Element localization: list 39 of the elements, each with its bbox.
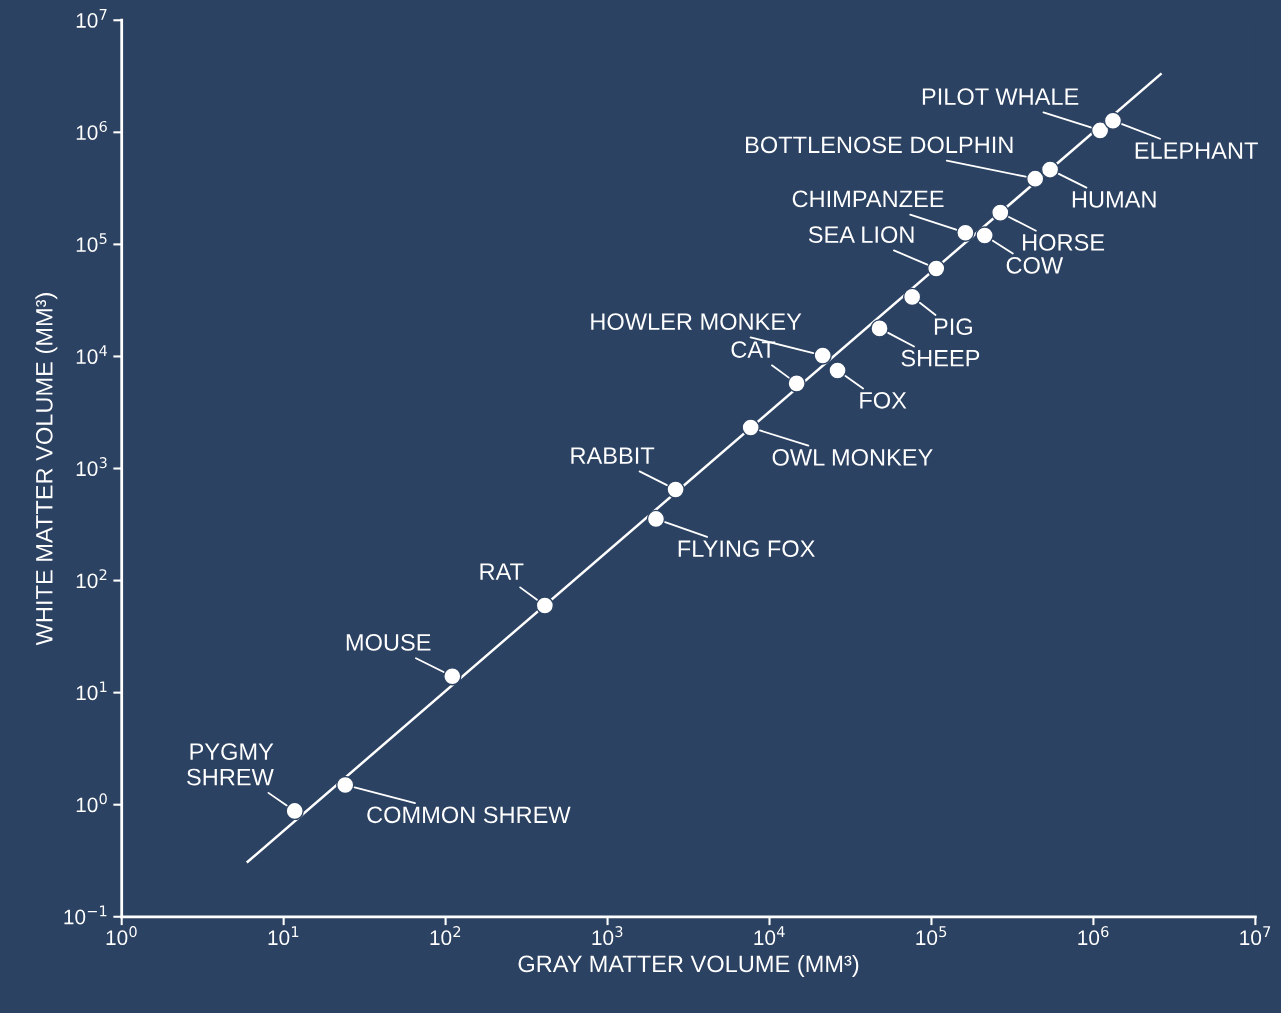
y-tick-label: 10$^{1}$ [76, 681, 107, 701]
y-tick-label: 10$^{4}$ [76, 345, 107, 365]
y-tick-label: 10$^{5}$ [76, 233, 107, 252]
annotation: SEA LION [808, 226, 914, 243]
y-tick-label: 10$^{−1}$ [64, 905, 107, 925]
annotation: PYGMY SHREW [187, 743, 274, 786]
x-tick-label: 10$^{0}$ [106, 926, 137, 946]
y-tick-label: 10$^{3}$ [76, 457, 107, 477]
annotation: ELEPHANT [1135, 142, 1258, 159]
annotation: PILOT WHALE [922, 88, 1079, 105]
x-tick-label: 10$^{5}$ [916, 926, 947, 946]
y-tick-label: 10$^{7}$ [76, 9, 107, 28]
annotation: FOX [860, 391, 907, 409]
y-tick-label: 10$^{2}$ [76, 569, 107, 589]
x-axis-title: GRAY MATTER VOLUME (MM³) [518, 954, 859, 977]
annotation: PIG [934, 318, 972, 336]
x-tick-label: 10$^{2}$ [430, 926, 461, 946]
y-tick-label: 10$^{0}$ [76, 793, 107, 813]
annotation: HOWLER MONKEY [591, 313, 802, 330]
annotation: COMMON SHREW [367, 806, 571, 824]
x-tick-label: 10$^{4}$ [754, 926, 785, 946]
annotation: CAT [731, 341, 776, 358]
x-tick-label: 10$^{1}$ [268, 926, 299, 946]
x-tick-label: 10$^{6}$ [1078, 926, 1109, 946]
annotation: RABBIT [571, 447, 655, 464]
x-tick-label: 10$^{3}$ [592, 926, 623, 946]
annotation: RAT [480, 563, 524, 580]
x-tick-label: 10$^{7}$ [1240, 926, 1271, 946]
annotation: COW [1006, 256, 1064, 274]
annotation: CHIMPANZEE [792, 190, 944, 208]
annotation: HORSE [1023, 234, 1105, 251]
annotation: FLYING FOX [678, 540, 815, 558]
annotation: SHEEP [901, 349, 980, 367]
y-tick-label: 10$^{6}$ [76, 120, 107, 140]
annotation: MOUSE [346, 634, 431, 651]
y-axis-title: WHITE MATTER VOLUME (MM³) [35, 293, 58, 646]
annotation: OWL MONKEY [772, 449, 933, 466]
annotation: BOTTLENOSE DOLPHIN [746, 136, 1013, 154]
annotation: HUMAN [1072, 191, 1156, 208]
